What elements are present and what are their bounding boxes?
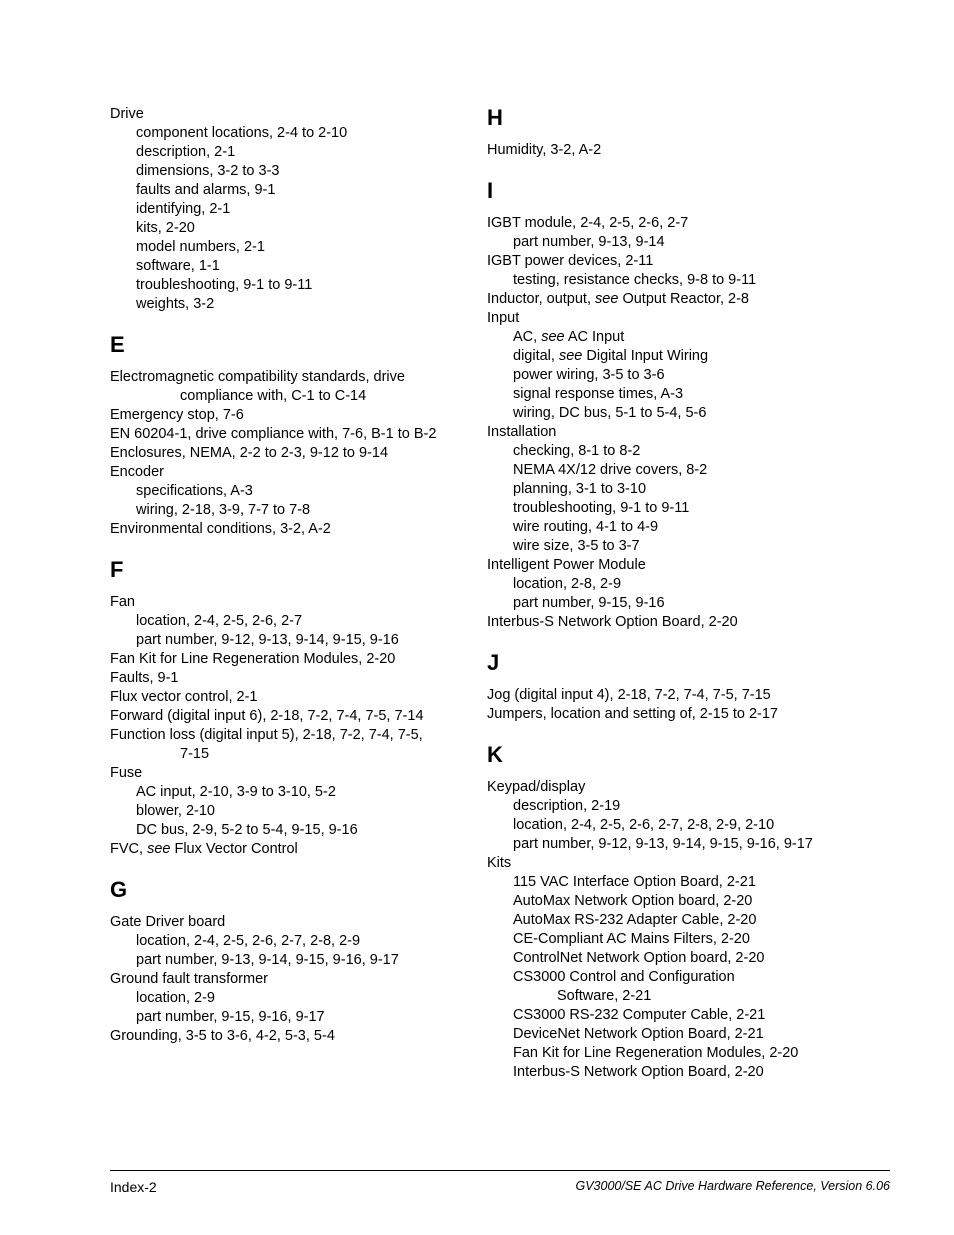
index-entry: AC input, 2-10, 3-9 to 3-10, 5-2: [110, 783, 467, 802]
index-entry: IGBT power devices, 2-11: [487, 252, 844, 271]
index-entry: IGBT module, 2-4, 2-5, 2-6, 2-7: [487, 214, 844, 233]
index-entry: Intelligent Power Module: [487, 556, 844, 575]
index-entry: digital, see Digital Input Wiring: [487, 347, 844, 366]
index-entry: faults and alarms, 9-1: [110, 181, 467, 200]
index-entry: part number, 9-13, 9-14, 9-15, 9-16, 9-1…: [110, 951, 467, 970]
index-entry: wiring, 2-18, 3-9, 7-7 to 7-8: [110, 501, 467, 520]
index-entry: Environmental conditions, 3-2, A-2: [110, 520, 467, 539]
index-columns: Drivecomponent locations, 2-4 to 2-10des…: [110, 105, 844, 1082]
index-entry: Interbus-S Network Option Board, 2-20: [487, 613, 844, 632]
right-column: H Humidity, 3-2, A-2 I IGBT module, 2-4, 2-…: [487, 105, 844, 1082]
index-entry: part number, 9-12, 9-13, 9-14, 9-15, 9-1…: [110, 631, 467, 650]
index-entry: 115 VAC Interface Option Board, 2-21: [487, 873, 844, 892]
index-entry: location, 2-4, 2-5, 2-6, 2-7, 2-8, 2-9, …: [487, 816, 844, 835]
index-entry: FVC, see Flux Vector Control: [110, 840, 467, 859]
index-entry: kits, 2-20: [110, 219, 467, 238]
index-entry: description, 2-19: [487, 797, 844, 816]
index-entry: Humidity, 3-2, A-2: [487, 141, 844, 160]
footer-page-number: Index-2: [110, 1179, 157, 1195]
index-entry: DC bus, 2-9, 5-2 to 5-4, 9-15, 9-16: [110, 821, 467, 840]
index-entry: Fan: [110, 593, 467, 612]
index-entry: identifying, 2-1: [110, 200, 467, 219]
index-entry: EN 60204-1, drive compliance with, 7-6, …: [110, 425, 467, 444]
index-entry: Input: [487, 309, 844, 328]
index-section-heading: I: [487, 178, 844, 204]
footer-doc-title: GV3000/SE AC Drive Hardware Reference, V…: [575, 1179, 890, 1195]
index-entry: location, 2-8, 2-9: [487, 575, 844, 594]
index-entry: compliance with, C-1 to C-14: [110, 387, 467, 406]
page-footer: Index-2 GV3000/SE AC Drive Hardware Refe…: [110, 1170, 890, 1195]
index-entry: CS3000 Control and Configuration: [487, 968, 844, 987]
index-entry: blower, 2-10: [110, 802, 467, 821]
index-entry: NEMA 4X/12 drive covers, 8-2: [487, 461, 844, 480]
index-entry: CE-Compliant AC Mains Filters, 2-20: [487, 930, 844, 949]
index-entry: Forward (digital input 6), 2-18, 7-2, 7-…: [110, 707, 467, 726]
index-entry: Inductor, output, see Output Reactor, 2-…: [487, 290, 844, 309]
index-entry: troubleshooting, 9-1 to 9-11: [110, 276, 467, 295]
index-entry: Software, 2-21: [487, 987, 844, 1006]
index-entry: Enclosures, NEMA, 2-2 to 2-3, 9-12 to 9-…: [110, 444, 467, 463]
index-entry: location, 2-9: [110, 989, 467, 1008]
index-entry: part number, 9-15, 9-16, 9-17: [110, 1008, 467, 1027]
index-entry: component locations, 2-4 to 2-10: [110, 124, 467, 143]
index-entry: DeviceNet Network Option Board, 2-21: [487, 1025, 844, 1044]
index-entry: ControlNet Network Option board, 2-20: [487, 949, 844, 968]
index-entry: Fan Kit for Line Regeneration Modules, 2…: [487, 1044, 844, 1063]
index-entry: Emergency stop, 7-6: [110, 406, 467, 425]
index-entry: checking, 8-1 to 8-2: [487, 442, 844, 461]
index-entry: specifications, A-3: [110, 482, 467, 501]
index-entry: dimensions, 3-2 to 3-3: [110, 162, 467, 181]
index-entry: weights, 3-2: [110, 295, 467, 314]
index-entry: signal response times, A-3: [487, 385, 844, 404]
index-entry: wire routing, 4-1 to 4-9: [487, 518, 844, 537]
index-entry: Faults, 9-1: [110, 669, 467, 688]
index-entry: AutoMax Network Option board, 2-20: [487, 892, 844, 911]
index-entry: Encoder: [110, 463, 467, 482]
index-entry: AC, see AC Input: [487, 328, 844, 347]
index-entry: Jumpers, location and setting of, 2-15 t…: [487, 705, 844, 724]
index-page: Drivecomponent locations, 2-4 to 2-10des…: [0, 0, 954, 1235]
index-section-heading: G: [110, 877, 467, 903]
left-column: Drivecomponent locations, 2-4 to 2-10des…: [110, 105, 467, 1082]
index-entry: wire size, 3-5 to 3-7: [487, 537, 844, 556]
index-entry: 7-15: [110, 745, 467, 764]
index-entry: Keypad/display: [487, 778, 844, 797]
index-entry: troubleshooting, 9-1 to 9-11: [487, 499, 844, 518]
index-section-heading: J: [487, 650, 844, 676]
index-entry: part number, 9-13, 9-14: [487, 233, 844, 252]
index-entry: Gate Driver board: [110, 913, 467, 932]
index-entry: Installation: [487, 423, 844, 442]
index-entry: Kits: [487, 854, 844, 873]
index-entry: Grounding, 3-5 to 3-6, 4-2, 5-3, 5-4: [110, 1027, 467, 1046]
index-entry: location, 2-4, 2-5, 2-6, 2-7, 2-8, 2-9: [110, 932, 467, 951]
index-entry: model numbers, 2-1: [110, 238, 467, 257]
index-entry: Fan Kit for Line Regeneration Modules, 2…: [110, 650, 467, 669]
index-entry: power wiring, 3-5 to 3-6: [487, 366, 844, 385]
index-section-heading: K: [487, 742, 844, 768]
index-entry: Ground fault transformer: [110, 970, 467, 989]
index-entry: wiring, DC bus, 5-1 to 5-4, 5-6: [487, 404, 844, 423]
index-entry: Function loss (digital input 5), 2-18, 7…: [110, 726, 467, 745]
index-entry: CS3000 RS-232 Computer Cable, 2-21: [487, 1006, 844, 1025]
index-entry: Jog (digital input 4), 2-18, 7-2, 7-4, 7…: [487, 686, 844, 705]
index-entry: part number, 9-12, 9-13, 9-14, 9-15, 9-1…: [487, 835, 844, 854]
index-entry: part number, 9-15, 9-16: [487, 594, 844, 613]
index-section-heading: F: [110, 557, 467, 583]
index-entry: planning, 3-1 to 3-10: [487, 480, 844, 499]
index-section-heading: H: [487, 105, 844, 131]
index-entry: Flux vector control, 2-1: [110, 688, 467, 707]
index-entry: Fuse: [110, 764, 467, 783]
index-entry: AutoMax RS-232 Adapter Cable, 2-20: [487, 911, 844, 930]
index-entry: testing, resistance checks, 9-8 to 9-11: [487, 271, 844, 290]
index-entry: location, 2-4, 2-5, 2-6, 2-7: [110, 612, 467, 631]
index-entry: Drive: [110, 105, 467, 124]
index-entry: Electromagnetic compatibility standards,…: [110, 368, 467, 387]
index-entry: description, 2-1: [110, 143, 467, 162]
index-entry: Interbus-S Network Option Board, 2-20: [487, 1063, 844, 1082]
index-entry: software, 1-1: [110, 257, 467, 276]
index-section-heading: E: [110, 332, 467, 358]
